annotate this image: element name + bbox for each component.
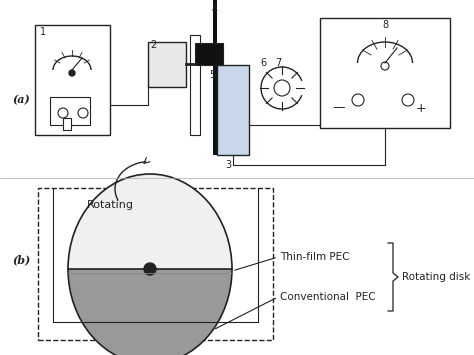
Text: 5: 5: [209, 70, 215, 80]
Text: Thin-film PEC: Thin-film PEC: [280, 252, 349, 262]
Circle shape: [402, 94, 414, 106]
Bar: [50, 97, 90, 125]
Bar: [35, 25, 110, 135]
Text: 8: 8: [382, 20, 388, 30]
Text: 2: 2: [150, 40, 156, 50]
Text: —: —: [332, 102, 345, 115]
Bar: [63, 118, 71, 130]
Bar: [148, 42, 186, 87]
Text: Rotating disk PEC: Rotating disk PEC: [402, 272, 474, 282]
Circle shape: [144, 263, 156, 275]
Bar: [38, 188, 273, 340]
Text: (a): (a): [12, 94, 30, 105]
Circle shape: [78, 108, 88, 118]
Bar: [217, 65, 249, 155]
Circle shape: [352, 94, 364, 106]
Text: 7: 7: [275, 58, 281, 68]
Text: 1: 1: [40, 27, 46, 37]
Text: 6: 6: [260, 58, 266, 68]
Circle shape: [58, 108, 68, 118]
Bar: [190, 35, 200, 135]
Polygon shape: [68, 174, 232, 269]
Text: Conventional  PEC: Conventional PEC: [280, 292, 375, 302]
Polygon shape: [68, 269, 232, 355]
Bar: [213, 0, 217, 155]
Bar: [195, 43, 223, 65]
Circle shape: [69, 70, 75, 76]
Circle shape: [274, 80, 290, 96]
Text: Rotating: Rotating: [86, 200, 134, 210]
Circle shape: [381, 62, 389, 70]
Text: 4: 4: [212, 5, 218, 15]
Text: 3: 3: [225, 160, 231, 170]
Text: (b): (b): [12, 255, 30, 266]
Bar: [320, 18, 450, 128]
Text: +: +: [416, 102, 427, 115]
